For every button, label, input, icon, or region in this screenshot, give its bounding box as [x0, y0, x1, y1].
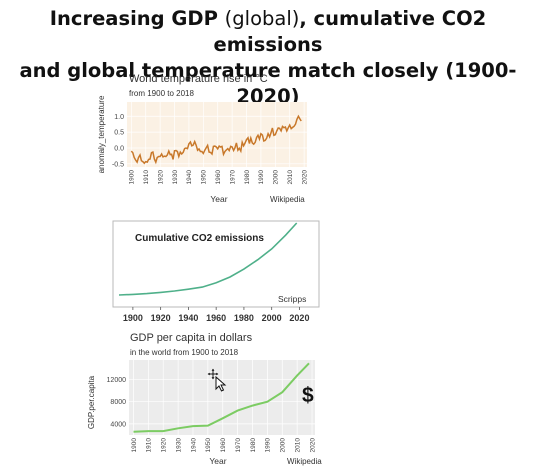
- gdp-y-tick-label: 12000: [107, 377, 127, 384]
- temperature-x-tick-label: 1920: [157, 170, 164, 185]
- move-cursor-icon: [206, 367, 227, 392]
- temperature-chart-title: World temperature rise in °C: [129, 73, 268, 85]
- co2-series-line: [118, 222, 298, 296]
- co2-x-tick-label: 1920: [151, 313, 171, 323]
- temperature-plot-panel: [127, 102, 307, 167]
- temperature-x-ticks: 1900 1910 1920 1930 1940 1950 1960 1970 1980 1990…: [129, 170, 309, 185]
- temperature-series-line: [130, 114, 302, 165]
- gdp-series-line: [133, 362, 310, 433]
- gdp-x-tick-label: 1970: [235, 438, 242, 453]
- gdp-x-tick-label: 2020: [309, 438, 316, 453]
- temperature-y-tick-label: -0.5: [112, 161, 124, 168]
- temperature-chart-subtitle: from 1900 to 2018: [129, 89, 194, 98]
- temperature-x-tick-label: 2010: [287, 170, 294, 185]
- temperature-x-tick-label: 1900: [129, 170, 136, 185]
- gdp-x-tick-label: 1960: [220, 438, 227, 453]
- gdp-x-tick-label: 1940: [190, 438, 197, 453]
- co2-x-tick-label: 1960: [206, 313, 226, 323]
- temperature-x-tick-label: 1950: [201, 170, 208, 185]
- temperature-x-tick-label: 1970: [229, 170, 236, 185]
- gdp-x-tick-label: 1990: [265, 438, 272, 453]
- temperature-x-tick-label: 1930: [172, 170, 179, 185]
- gdp-x-tick-label: 1950: [205, 438, 212, 453]
- headline: Increasing GDP (global), cumulative CO2 …: [0, 6, 536, 110]
- gdp-chart: GDP per capita in dollars in the world f…: [87, 332, 322, 466]
- temperature-x-tick-label: 1910: [143, 170, 150, 185]
- temperature-x-tick-label: 1960: [215, 170, 222, 185]
- co2-chart-title: Cumulative CO2 emissions: [135, 233, 264, 244]
- headline-light-part: (global): [224, 7, 300, 30]
- gdp-x-tick-label: 1920: [161, 438, 168, 453]
- gdp-x-axis-label: Year: [209, 456, 226, 466]
- temperature-x-tick-label: 2020: [301, 170, 308, 185]
- gdp-x-tick-label: 2010: [294, 438, 301, 453]
- temperature-x-axis-label: Year: [210, 194, 227, 204]
- co2-chart: Cumulative CO2 emissions Scripps 1900 192…: [112, 220, 320, 323]
- gdp-y-ticks: 4000 8000 12000: [107, 377, 127, 428]
- gdp-x-ticks: 1900 1910 1920 1930 1940 1950 1960 1970 1980 1990…: [131, 438, 316, 453]
- gdp-source-label: Wikipedia: [287, 457, 322, 466]
- gdp-x-tick-label: 1930: [175, 438, 182, 453]
- temperature-y-axis-label: anomaly_temperature: [97, 95, 106, 173]
- temperature-chart: World temperature rise in °C from 1900 t…: [97, 73, 309, 204]
- temperature-x-tick-label: 1940: [186, 170, 193, 185]
- gdp-x-tick-label: 1910: [146, 438, 153, 453]
- gdp-y-tick-label: 8000: [110, 399, 126, 406]
- temperature-y-tick-label: 0.0: [114, 145, 124, 152]
- gdp-chart-subtitle: in the world from 1900 to 2018: [130, 348, 239, 357]
- gdp-y-tick-label: 4000: [110, 421, 126, 428]
- co2-x-tick-label: 2000: [262, 313, 282, 323]
- headline-bold-part: Increasing GDP: [49, 7, 218, 30]
- temperature-y-tick-label: 0.5: [114, 130, 124, 137]
- gdp-chart-title: GDP per capita in dollars: [130, 332, 253, 344]
- temperature-y-tick-label: 1.0: [114, 114, 124, 121]
- temperature-y-ticks: -0.5 0.0 0.5 1.0: [112, 114, 124, 169]
- gdp-plot-panel: [129, 360, 315, 435]
- temperature-source-label: Wikipedia: [270, 195, 305, 204]
- gdp-x-tick-label: 2000: [280, 438, 287, 453]
- temperature-x-tick-label: 1980: [244, 170, 251, 185]
- temperature-x-tick-label: 1990: [258, 170, 265, 185]
- gdp-y-axis-label: GDP.per.capita: [87, 375, 96, 429]
- headline-line-1: Increasing GDP (global), cumulative CO2 …: [0, 6, 536, 58]
- gdp-grid: [129, 360, 315, 435]
- co2-x-tick-label: 1940: [178, 313, 198, 323]
- co2-x-tick-label: 1980: [234, 313, 254, 323]
- temperature-x-tick-label: 2000: [273, 170, 280, 185]
- co2-x-tick-label: 1900: [123, 313, 143, 323]
- co2-x-ticks: 1900 1920 1940 1960 1980 2000 2020: [123, 307, 309, 323]
- dollar-sign: $: [302, 384, 314, 407]
- gdp-x-tick-label: 1980: [250, 438, 257, 453]
- headline-rest-part: , cumulative CO2 emissions: [213, 7, 487, 56]
- co2-source-label: Scripps: [278, 294, 306, 304]
- co2-x-tick-label: 2020: [289, 313, 309, 323]
- gdp-x-tick-label: 1900: [131, 438, 138, 453]
